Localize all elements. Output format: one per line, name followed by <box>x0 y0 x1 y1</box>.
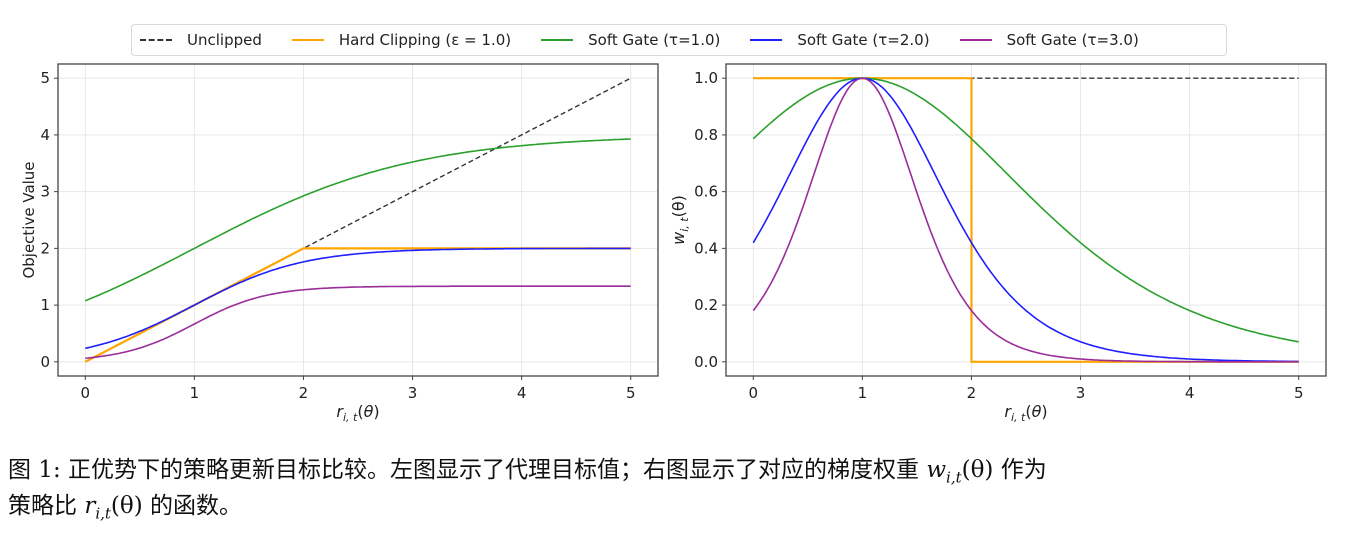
y-tick-label: 4 <box>40 126 50 144</box>
y-tick-label: 1 <box>40 296 50 314</box>
x-tick-label: 0 <box>80 384 90 402</box>
series-line <box>753 77 1299 363</box>
series-line <box>752 77 1299 363</box>
y-tick-label: 0 <box>40 353 50 371</box>
series-line <box>752 77 1299 343</box>
series-line <box>85 285 631 359</box>
math-w: w <box>926 457 947 483</box>
y-tick-label: 0.8 <box>694 126 718 144</box>
x-tick-label: 1 <box>858 384 868 402</box>
series-line <box>84 138 631 302</box>
legend-item: Soft Gate (τ=1.0) <box>541 31 720 49</box>
caption-line-2: 策略比 ri,t(θ) 的函数。 <box>8 492 243 523</box>
x-tick-label: 5 <box>626 384 636 402</box>
x-tick-label: 4 <box>517 384 527 402</box>
caption-line-1: 图 1: 正优势下的策略更新目标比较。左图显示了代理目标值；右图显示了对应的梯度… <box>8 457 1047 487</box>
x-tick-label: 2 <box>299 384 309 402</box>
figure: 0 1 2 3 4 5 0 1 2 3 4 5 ri, t(θ) Objective Value 0 1 2 3… <box>20 63 1327 424</box>
legend-swatch-icon <box>959 39 992 41</box>
x-tick-label: 5 <box>1294 384 1304 402</box>
x-tick-label: 3 <box>1076 384 1086 402</box>
series-line <box>752 77 1299 363</box>
legend-swatch-icon <box>541 39 574 41</box>
legend: Unclipped Hard Clipping (ε = 1.0) Soft Gat… <box>131 24 1227 56</box>
legend-swatch-icon <box>750 39 783 41</box>
y-tick-label: 0.2 <box>694 296 718 314</box>
x-tick-label: 0 <box>748 384 758 402</box>
x-tick-label: 3 <box>408 384 418 402</box>
series-line <box>85 247 631 350</box>
y-tick-label: 0.0 <box>694 353 718 371</box>
legend-item: Hard Clipping (ε = 1.0) <box>291 31 511 49</box>
figure-caption: 图 1: 正优势下的策略更新目标比较。左图显示了代理目标值；右图显示了对应的梯度… <box>8 456 1338 527</box>
x-tick-label: 1 <box>190 384 200 402</box>
y-tick-label: 2 <box>40 239 50 257</box>
legend-item: Soft Gate (τ=2.0) <box>750 31 930 49</box>
y-tick-label: 1.0 <box>694 69 718 87</box>
y-tick-label: 0.6 <box>694 183 718 201</box>
legend-item: Unclipped <box>140 31 262 49</box>
y-tick-label: 0.4 <box>694 239 718 257</box>
y-tick-label: 5 <box>40 69 50 87</box>
legend-swatch-icon <box>140 39 172 41</box>
left-plot-objective: 0 1 2 3 4 5 0 1 2 3 4 5 ri, t(θ) Objective Value <box>20 63 659 424</box>
math-r: r <box>84 492 96 519</box>
y-axis-label: Objective Value <box>20 161 38 278</box>
x-axis-label: ri, t(θ) <box>1004 402 1047 424</box>
right-plot-weight: 0 1 2 3 4 5 0.0 0.2 0.4 0.6 0.8 1.0 ri, t(θ) wi, t(θ) <box>669 63 1327 424</box>
series-line <box>84 77 632 363</box>
y-tick-label: 3 <box>40 183 50 201</box>
legend-item: Soft Gate (τ=3.0) <box>959 31 1139 49</box>
x-axis-label: ri, t(θ) <box>336 402 379 424</box>
x-tick-label: 4 <box>1185 384 1195 402</box>
x-tick-label: 2 <box>967 384 977 402</box>
y-axis-label: wi, t(θ) <box>669 195 691 245</box>
legend-swatch-icon <box>291 39 324 41</box>
